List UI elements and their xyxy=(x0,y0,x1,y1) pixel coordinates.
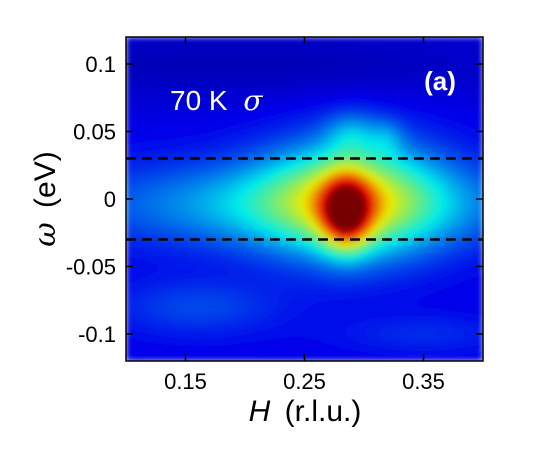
y-axis-title: ω (eV) xyxy=(28,151,63,247)
x-axis-ticks: 0.15 0.25 0.35 xyxy=(164,37,445,394)
heatmap-image xyxy=(126,37,483,361)
panel-label: (a) xyxy=(424,66,456,96)
x-tick-label-2: 0.35 xyxy=(402,369,445,394)
x-axis-unit: (r.l.u.) xyxy=(285,395,362,428)
x-axis-title: H (r.l.u.) xyxy=(249,395,362,428)
y-tick-label-2: 0 xyxy=(104,187,116,212)
dashed-lines xyxy=(126,157,483,241)
y-axis-unit: (eV) xyxy=(29,151,62,208)
y-tick-label-1: 0.05 xyxy=(73,120,116,145)
y-tick-label-4: -0.1 xyxy=(78,322,116,347)
polarization-symbol: σ xyxy=(243,84,263,117)
y-tick-label-3: -0.05 xyxy=(66,255,116,280)
temperature-text: 70 K xyxy=(170,85,228,116)
temperature-annotation: 70 K σ xyxy=(170,84,263,117)
y-axis-variable: ω xyxy=(28,222,63,246)
x-tick-label-0: 0.15 xyxy=(164,369,207,394)
heatmap-raster xyxy=(126,37,483,361)
x-axis-variable: H xyxy=(249,395,271,428)
y-axis-ticks: 0.1 0.05 0 -0.05 -0.1 xyxy=(66,52,483,347)
x-tick-label-1: 0.25 xyxy=(283,369,326,394)
y-tick-label-0: 0.1 xyxy=(85,52,116,77)
